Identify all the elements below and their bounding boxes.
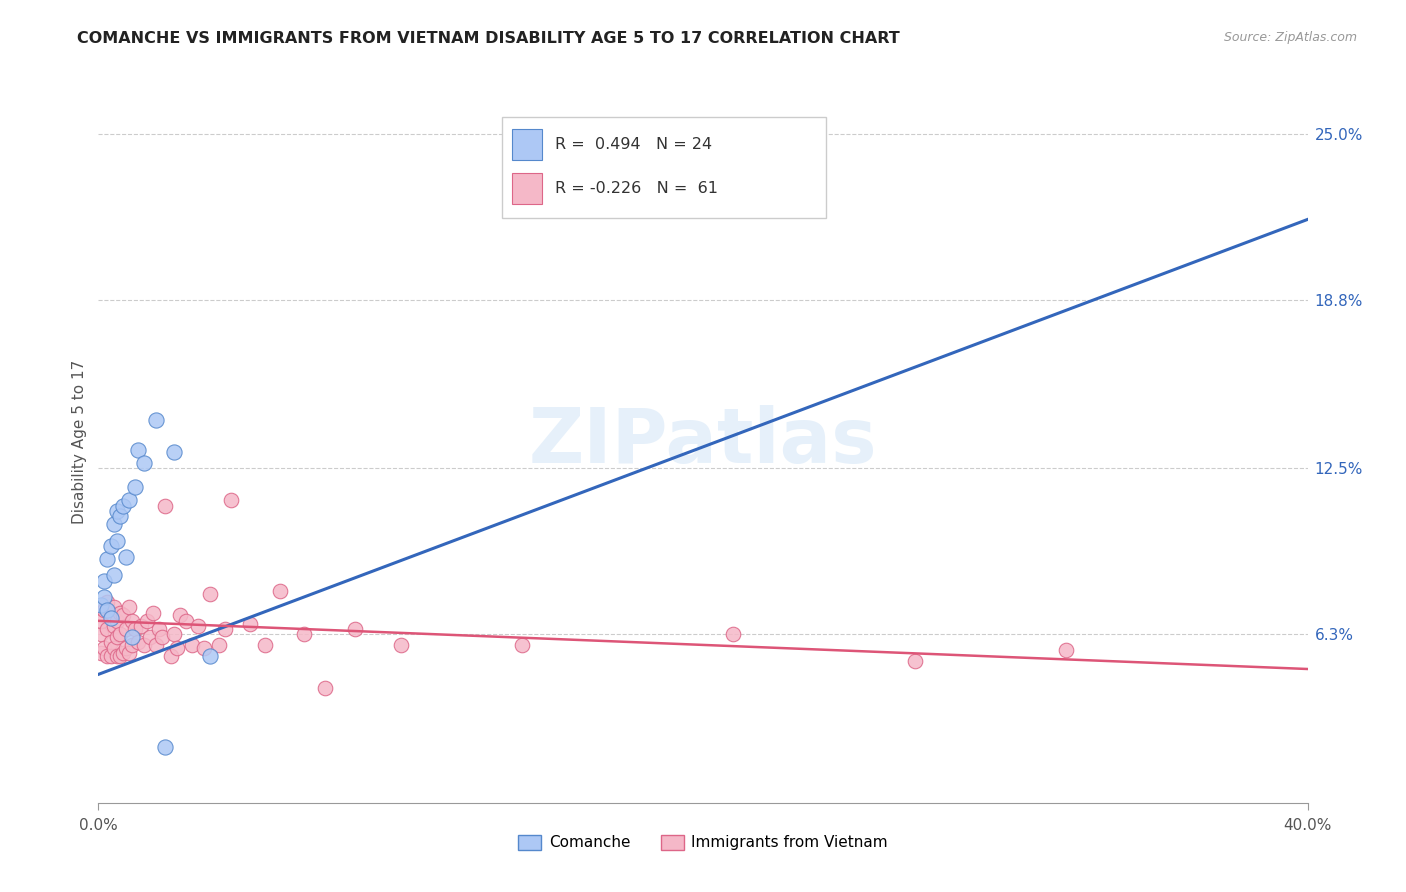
Point: [723, 627, 745, 641]
Text: Source: ZipAtlas.com: Source: ZipAtlas.com: [1223, 31, 1357, 45]
Point: [105, 614, 128, 628]
Point: [314, 681, 336, 695]
Point: [253, 638, 276, 652]
Point: [96, 622, 118, 636]
Text: ZIPatlas: ZIPatlas: [529, 405, 877, 478]
Point: [114, 622, 136, 636]
Point: [132, 638, 155, 652]
Text: R = -0.226   N =  61: R = -0.226 N = 61: [555, 181, 718, 196]
Legend: Comanche, Immigrants from Vietnam: Comanche, Immigrants from Vietnam: [512, 829, 894, 856]
Point: [93, 574, 115, 588]
Point: [103, 517, 125, 532]
Point: [111, 646, 134, 660]
Point: [100, 611, 122, 625]
Point: [121, 630, 143, 644]
Point: [1054, 643, 1077, 657]
Point: [145, 638, 167, 652]
Y-axis label: Disability Age 5 to 17: Disability Age 5 to 17: [72, 359, 87, 524]
Point: [105, 504, 128, 518]
Point: [214, 622, 236, 636]
Point: [100, 648, 122, 663]
FancyBboxPatch shape: [512, 173, 543, 204]
Point: [108, 606, 131, 620]
Point: [90, 627, 112, 641]
Point: [221, 493, 243, 508]
Point: [239, 616, 262, 631]
Text: R =  0.494   N = 24: R = 0.494 N = 24: [555, 137, 713, 153]
Point: [96, 552, 118, 566]
Point: [292, 627, 315, 641]
Point: [389, 638, 412, 652]
Point: [90, 598, 112, 612]
Point: [103, 640, 125, 655]
Point: [142, 606, 165, 620]
Point: [208, 638, 231, 652]
FancyBboxPatch shape: [512, 129, 543, 160]
Point: [103, 568, 125, 582]
Point: [105, 630, 128, 644]
Point: [135, 614, 157, 628]
Point: [111, 499, 134, 513]
Point: [108, 648, 131, 663]
Point: [118, 493, 141, 508]
Point: [344, 622, 367, 636]
Point: [153, 739, 176, 754]
Point: [100, 606, 122, 620]
Point: [904, 654, 927, 668]
Point: [174, 614, 197, 628]
Point: [153, 499, 176, 513]
Point: [96, 603, 118, 617]
Point: [269, 584, 291, 599]
Point: [118, 646, 141, 660]
Point: [127, 442, 149, 457]
Point: [166, 640, 188, 655]
Point: [90, 614, 112, 628]
Point: [200, 587, 222, 601]
Point: [181, 638, 204, 652]
Point: [93, 590, 115, 604]
Point: [187, 619, 209, 633]
Point: [114, 640, 136, 655]
FancyBboxPatch shape: [502, 117, 827, 218]
Point: [148, 622, 170, 636]
Point: [145, 413, 167, 427]
Point: [163, 445, 186, 459]
Point: [118, 600, 141, 615]
Point: [200, 648, 222, 663]
Point: [193, 640, 215, 655]
Text: COMANCHE VS IMMIGRANTS FROM VIETNAM DISABILITY AGE 5 TO 17 CORRELATION CHART: COMANCHE VS IMMIGRANTS FROM VIETNAM DISA…: [77, 31, 900, 46]
Point: [169, 608, 191, 623]
Point: [121, 638, 143, 652]
Point: [127, 635, 149, 649]
Point: [100, 635, 122, 649]
Point: [139, 630, 162, 644]
Point: [96, 648, 118, 663]
Point: [96, 595, 118, 609]
Point: [108, 627, 131, 641]
Point: [105, 648, 128, 663]
Point: [111, 608, 134, 623]
Point: [90, 646, 112, 660]
Point: [100, 539, 122, 553]
Point: [93, 603, 115, 617]
Point: [103, 619, 125, 633]
Point: [510, 638, 533, 652]
Point: [93, 640, 115, 655]
Point: [124, 622, 146, 636]
Point: [132, 456, 155, 470]
Point: [129, 619, 152, 633]
Point: [114, 549, 136, 564]
Point: [103, 600, 125, 615]
Point: [150, 630, 173, 644]
Point: [163, 627, 186, 641]
Point: [121, 614, 143, 628]
Point: [661, 140, 683, 154]
Point: [160, 648, 183, 663]
Point: [105, 533, 128, 548]
Point: [108, 509, 131, 524]
Point: [124, 480, 146, 494]
